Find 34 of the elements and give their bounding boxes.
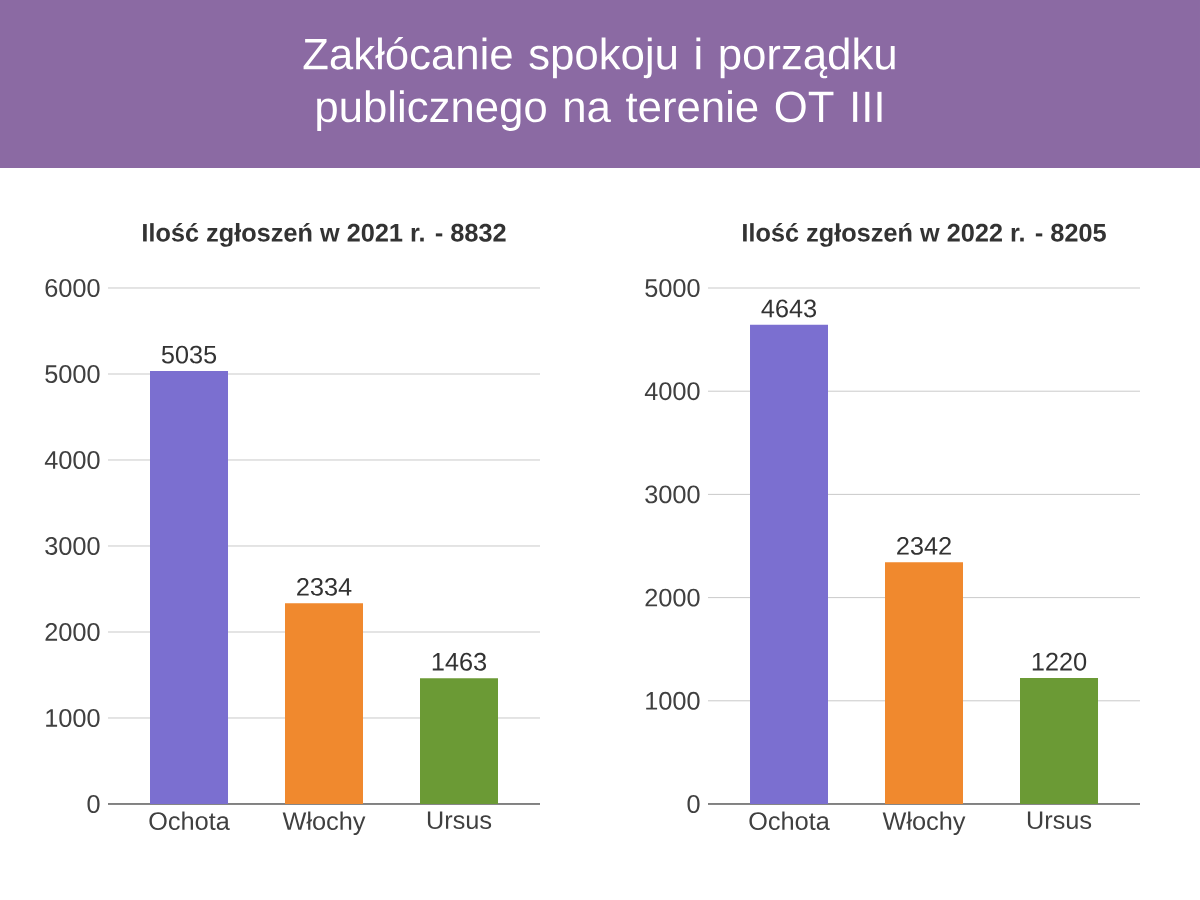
y-tick-label: 0	[687, 795, 700, 813]
chart-subtitle: Ilość zgłoszeń w 2022 r. - 8205	[743, 222, 1106, 247]
y-tick-label: 0	[87, 795, 100, 813]
bar	[750, 324, 828, 804]
bar	[150, 370, 229, 804]
bar	[1020, 678, 1099, 804]
y-tick-label: 4000	[644, 382, 700, 401]
chart-title: Zakłócanie spokoju i porządku publicznego na terenie OT III	[303, 37, 895, 131]
y-tick-label: 5000	[645, 279, 700, 297]
y-tick-label: 3000	[645, 485, 700, 504]
x-tick-label: Włochy	[282, 811, 366, 836]
y-tick-label: 2000	[45, 623, 100, 641]
y-tick-label: 5000	[45, 365, 100, 383]
data-label: 5035	[161, 345, 217, 364]
y-tick-label: 6000	[45, 279, 100, 297]
y-tick-label: 1000	[646, 691, 700, 710]
data-label: 1463	[432, 652, 487, 671]
y-tick-label: 1000	[46, 709, 100, 727]
x-tick-label: Ursus	[1027, 811, 1092, 830]
x-tick-label: Ochota	[149, 811, 230, 831]
data-label: 2334	[297, 577, 352, 596]
y-tick-label: 3000	[45, 537, 100, 555]
chart-subtitle: Ilość zgłoszeń w 2021 r. - 8832	[143, 222, 506, 247]
y-tick-label: 4000	[44, 451, 100, 469]
x-tick-label: Ursus	[427, 811, 492, 830]
x-tick-label: Włochy	[882, 811, 966, 836]
data-label: 2342	[897, 536, 951, 555]
data-label: 1220	[1032, 652, 1087, 671]
bar	[420, 678, 498, 804]
x-tick-label: Ochota	[749, 811, 830, 831]
bar	[885, 562, 964, 804]
data-label: 4643	[761, 299, 817, 318]
bar	[285, 603, 363, 804]
y-tick-label: 2000	[645, 588, 700, 607]
